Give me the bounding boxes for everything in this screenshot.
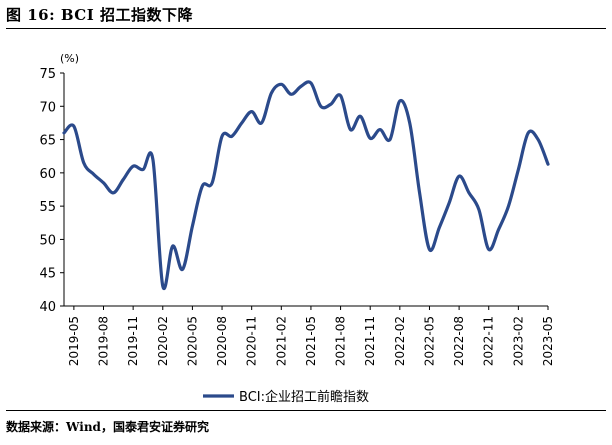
y-tick-label: 50 <box>39 233 56 248</box>
x-tick-label: 2020-08 <box>215 316 229 366</box>
top-rule <box>6 28 606 29</box>
y-tick-label: 55 <box>39 200 56 215</box>
y-axis-unit-label: (%) <box>60 52 79 65</box>
x-tick-label: 2022-08 <box>452 316 466 366</box>
x-tick-label: 2021-05 <box>304 316 318 366</box>
x-tick-label: 2021-02 <box>274 316 288 366</box>
y-tick-label: 75 <box>39 67 56 82</box>
x-tick-label: 2023-02 <box>511 316 525 366</box>
x-axis: 2019-05 2019-08 2019-11 2020-02 2020-05 2020-… <box>64 305 555 366</box>
y-tick-label: 40 <box>39 300 56 315</box>
x-tick-label: 2020-11 <box>245 316 259 366</box>
bottom-rule <box>6 410 606 411</box>
series-line-bci <box>62 80 550 291</box>
x-tick-label: 2019-05 <box>67 316 81 366</box>
y-tick-label: 60 <box>39 167 56 182</box>
x-tick-label: 2020-05 <box>185 316 199 366</box>
legend: BCI:企业招工前瞻指数 <box>203 389 369 405</box>
x-tick-label: 2021-08 <box>334 316 348 366</box>
x-tick-label: 2022-11 <box>482 316 496 366</box>
x-tick-label: 2022-02 <box>393 316 407 366</box>
y-tick-label: 65 <box>39 134 56 149</box>
y-tick-label: 70 <box>39 100 56 115</box>
y-tick-label: 45 <box>39 267 56 282</box>
series-group <box>62 80 550 291</box>
x-tick-label: 2022-05 <box>422 316 436 366</box>
x-tick-label: 2020-02 <box>156 316 170 366</box>
data-source-note: 数据来源：Wind，国泰君安证券研究 <box>6 420 209 434</box>
x-tick-label: 2023-05 <box>541 316 555 366</box>
x-tick-label: 2021-11 <box>363 316 377 366</box>
x-tick-label: 2019-08 <box>97 316 111 366</box>
legend-label: BCI:企业招工前瞻指数 <box>239 389 369 405</box>
x-tick-label: 2019-11 <box>126 316 140 366</box>
figure-title: 图 16: BCI 招工指数下降 <box>6 6 193 24</box>
y-axis: 40 45 50 55 60 65 70 75 <box>39 67 65 315</box>
